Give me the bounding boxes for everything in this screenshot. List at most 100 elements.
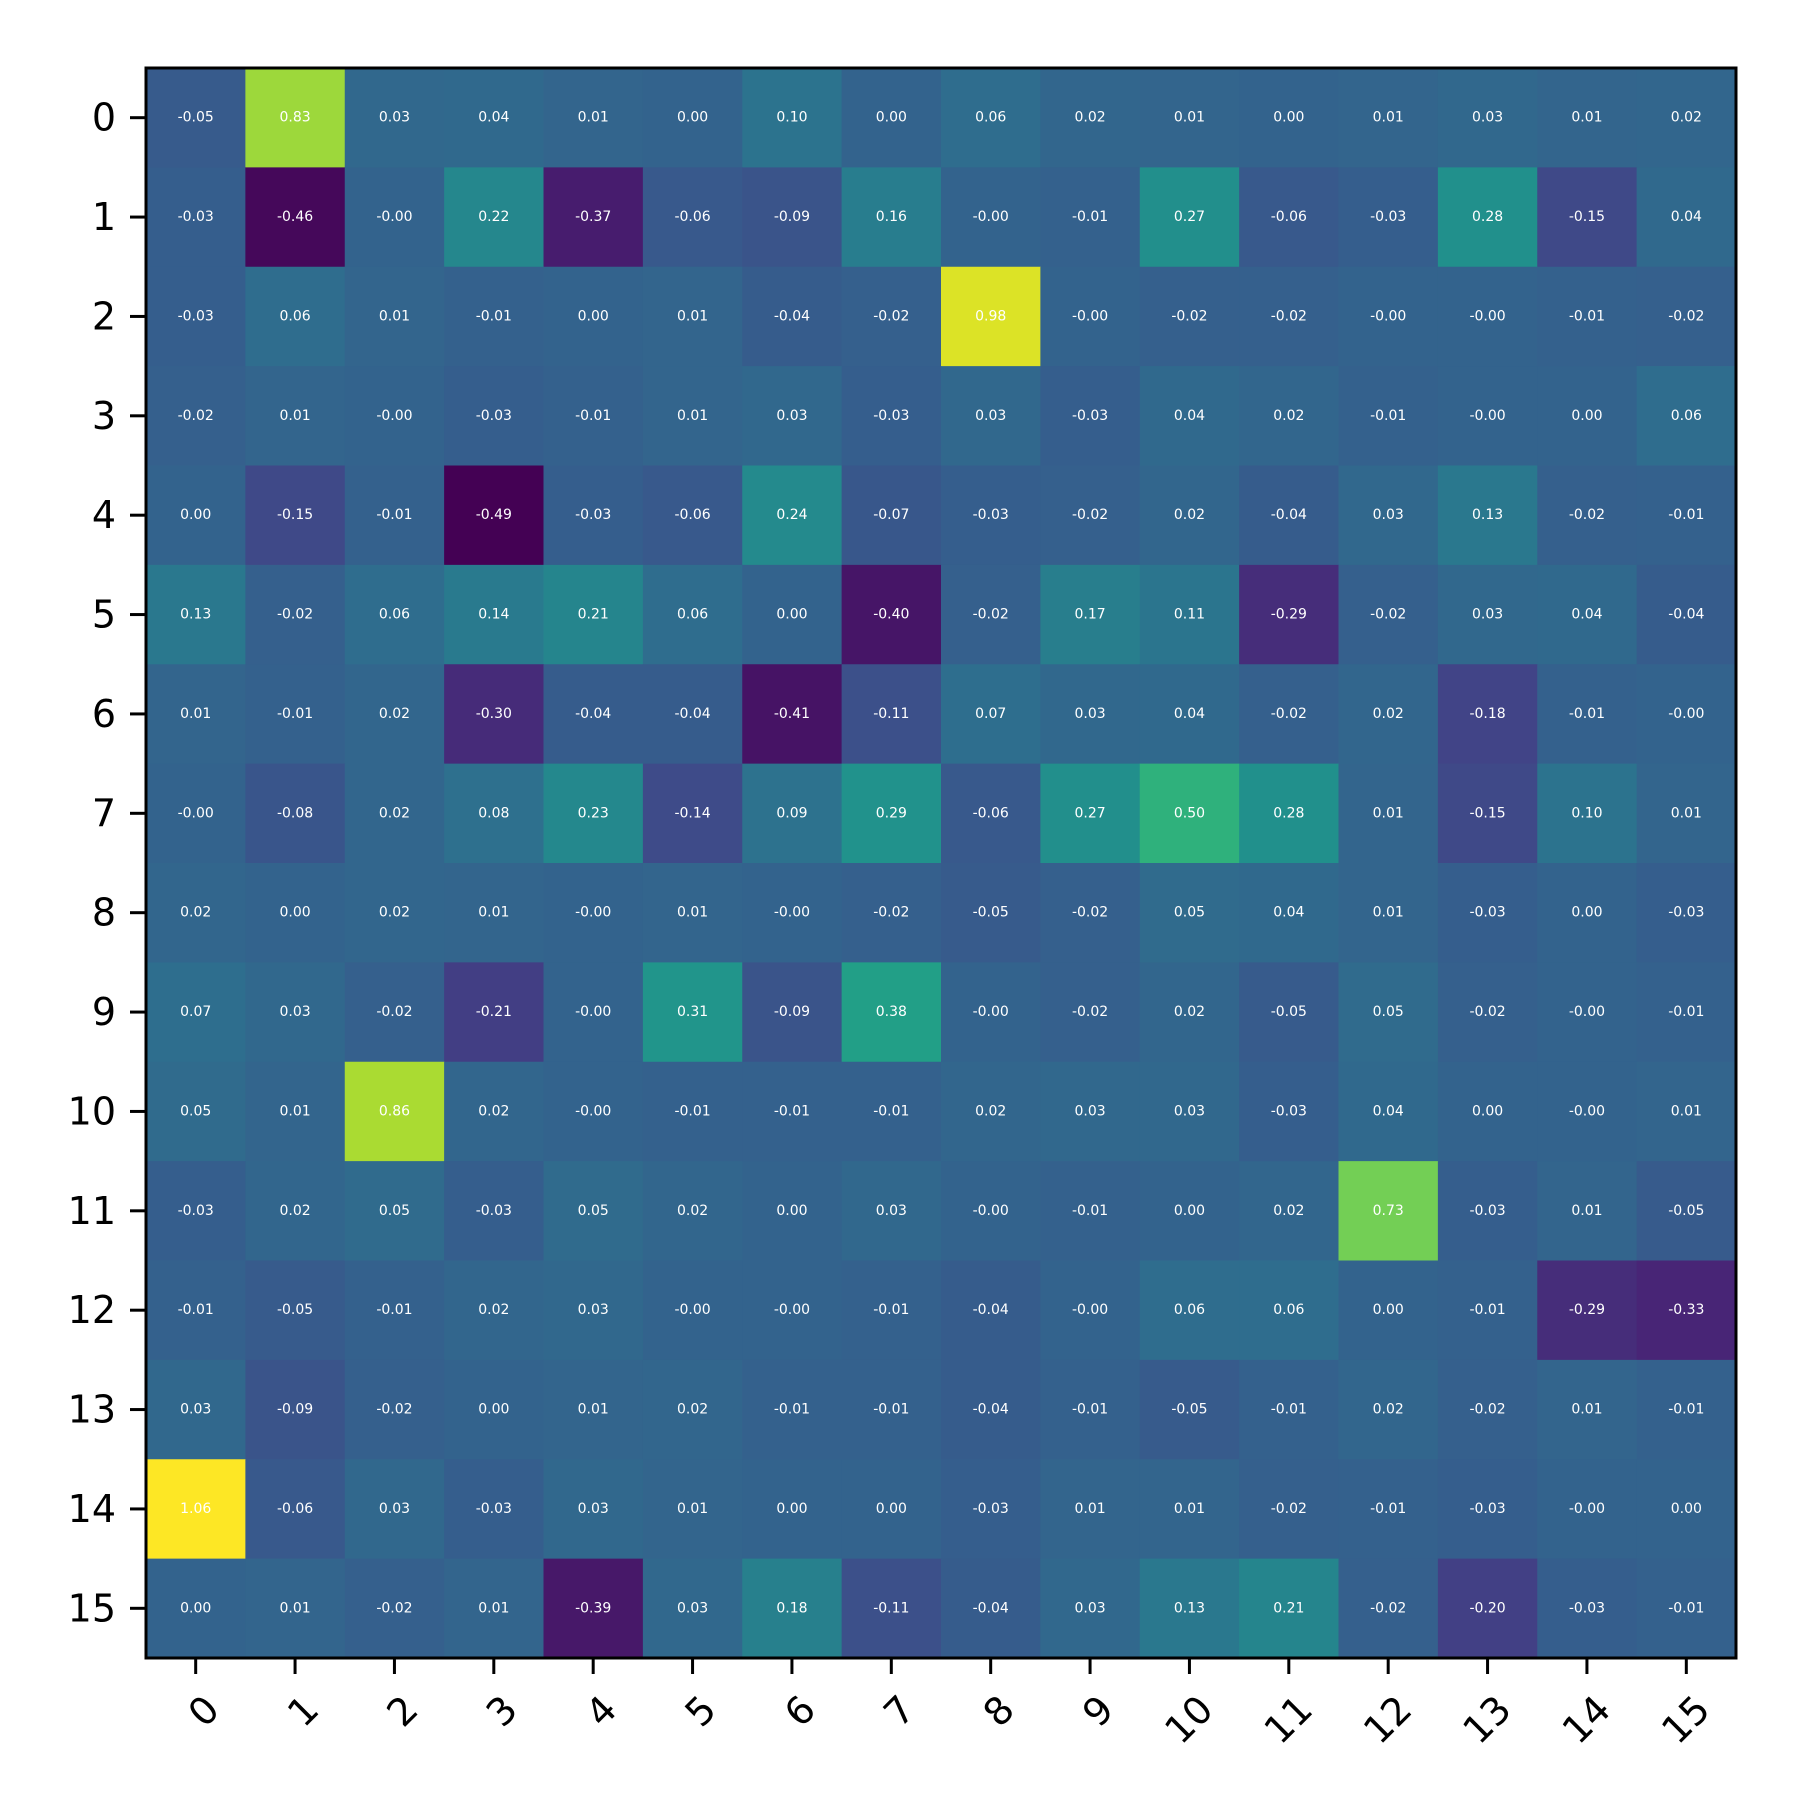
- cell-value-label-r15-c4: -0.39: [575, 1600, 611, 1616]
- heatmap-cell-r0-c3: [444, 68, 544, 168]
- heatmap-cell-r2-c7: [841, 266, 942, 367]
- heatmap-cell-r14-c4: [543, 1459, 644, 1560]
- cell-value-label-r9-c4: -0.00: [575, 1004, 611, 1020]
- cell-value-label-r8-c14: 0.00: [1571, 905, 1602, 921]
- heatmap-cell-r12-c10: [1139, 1260, 1240, 1361]
- cell-value-label-r7-c10: 0.50: [1174, 805, 1205, 821]
- heatmap-cell-r8-c4: [543, 863, 644, 963]
- cell-value-label-r9-c12: 0.05: [1373, 1004, 1404, 1020]
- heatmap-cell-r0-c7: [841, 68, 942, 168]
- heatmap-cell-r14-c12: [1338, 1459, 1439, 1560]
- cell-value-label-r13-c3: 0.00: [478, 1402, 509, 1418]
- cell-value-label-r14-c4: 0.03: [578, 1501, 609, 1517]
- heatmap-cell-r14-c0: [146, 1459, 246, 1560]
- heatmap-cell-r3-c14: [1537, 366, 1638, 466]
- cell-value-label-r8-c10: 0.05: [1174, 905, 1205, 921]
- cell-value-label-r13-c15: -0.01: [1668, 1402, 1704, 1418]
- heatmap-cell-r13-c14: [1537, 1359, 1638, 1460]
- cell-value-label-r4-c12: 0.03: [1373, 507, 1404, 523]
- heatmap-cell-r14-c5: [642, 1459, 743, 1560]
- cell-value-label-r9-c13: -0.02: [1469, 1004, 1505, 1020]
- heatmap-cell-r1-c13: [1437, 167, 1538, 268]
- cell-value-label-r9-c1: 0.03: [279, 1004, 310, 1020]
- cell-value-label-r0-c11: 0.00: [1273, 110, 1304, 126]
- cell-value-label-r11-c7: 0.03: [876, 1203, 907, 1219]
- heatmap-cell-r0-c2: [344, 68, 445, 168]
- cell-value-label-r4-c11: -0.04: [1271, 507, 1307, 523]
- heatmap-cell-r9-c5: [642, 962, 743, 1063]
- heatmap-cell-labels: -0.05 0.83 0.03 0.04 0.01 0.00 0.10 0.00 0.06 0.0…: [178, 110, 1705, 1617]
- heatmap-cell-r14-c2: [344, 1459, 445, 1560]
- cell-value-label-r13-c9: -0.01: [1072, 1402, 1108, 1418]
- cell-value-label-r0-c4: 0.01: [578, 110, 609, 126]
- heatmap-cell-r1-c2: [344, 167, 445, 268]
- heatmap-cell-r7-c9: [1040, 763, 1141, 864]
- cell-value-label-r3-c15: 0.06: [1671, 408, 1702, 424]
- cell-value-label-r10-c4: -0.00: [575, 1103, 611, 1119]
- heatmap-cell-r6-c4: [543, 664, 644, 765]
- cell-value-label-r3-c2: -0.00: [376, 408, 412, 424]
- heatmap-cell-r7-c7: [841, 763, 942, 864]
- cell-value-label-r7-c15: 0.01: [1671, 805, 1702, 821]
- cell-value-label-r14-c7: 0.00: [876, 1501, 907, 1517]
- cell-value-label-r3-c11: 0.02: [1273, 408, 1304, 424]
- cell-value-label-r12-c4: 0.03: [578, 1302, 609, 1318]
- cell-value-label-r0-c0: -0.05: [178, 110, 214, 126]
- heatmap-cell-r13-c2: [344, 1359, 445, 1460]
- cell-value-label-r1-c9: -0.01: [1072, 209, 1108, 225]
- cell-value-label-r6-c13: -0.18: [1469, 706, 1505, 722]
- cell-value-label-r13-c8: -0.04: [973, 1402, 1009, 1418]
- y-tick-label-11: 11: [68, 1189, 116, 1233]
- cell-value-label-r9-c2: -0.02: [376, 1004, 412, 1020]
- cell-value-label-r4-c5: -0.06: [674, 507, 710, 523]
- cell-value-label-r14-c11: -0.02: [1271, 1501, 1307, 1517]
- heatmap-cell-r1-c4: [543, 167, 644, 268]
- heatmap-cell-r2-c15: [1636, 266, 1737, 367]
- heatmap-cell-r12-c11: [1239, 1260, 1339, 1361]
- cell-value-label-r9-c5: 0.31: [677, 1004, 708, 1020]
- cell-value-label-r10-c6: -0.01: [774, 1103, 810, 1119]
- cell-value-label-r6-c10: 0.04: [1174, 706, 1205, 722]
- heatmap-cell-r12-c5: [642, 1260, 743, 1361]
- heatmap-cell-r5-c13: [1437, 564, 1538, 665]
- cell-value-label-r9-c0: 0.07: [180, 1004, 211, 1020]
- cell-value-label-r1-c6: -0.09: [774, 209, 810, 225]
- cell-value-label-r5-c5: 0.06: [677, 607, 708, 623]
- cell-value-label-r2-c8: 0.98: [975, 308, 1006, 324]
- heatmap-cell-r11-c12: [1338, 1161, 1439, 1261]
- cell-value-label-r10-c13: 0.00: [1472, 1103, 1503, 1119]
- heatmap-cell-r15-c6: [742, 1558, 843, 1659]
- heatmap-cell-r5-c5: [642, 564, 743, 665]
- heatmap-cell-r11-c10: [1139, 1161, 1240, 1261]
- cell-value-label-r15-c11: 0.21: [1273, 1600, 1304, 1616]
- heatmap-cell-r1-c12: [1338, 167, 1439, 268]
- cell-value-label-r14-c1: -0.06: [277, 1501, 313, 1517]
- cell-value-label-r5-c8: -0.02: [973, 607, 1009, 623]
- heatmap-cell-r8-c8: [941, 863, 1041, 963]
- heatmap-cell-r14-c15: [1636, 1459, 1737, 1560]
- heatmap-cell-r14-c11: [1239, 1459, 1339, 1560]
- heatmap-cell-r9-c0: [146, 962, 246, 1063]
- cell-value-label-r12-c15: -0.33: [1668, 1302, 1704, 1318]
- heatmap-cell-r6-c10: [1139, 664, 1240, 765]
- cell-value-label-r15-c7: -0.11: [873, 1600, 909, 1616]
- cell-value-label-r11-c15: -0.05: [1668, 1203, 1704, 1219]
- heatmap-cell-r11-c8: [941, 1161, 1041, 1261]
- heatmap-cell-r4-c0: [146, 465, 246, 566]
- cell-value-label-r3-c12: -0.01: [1370, 408, 1406, 424]
- heatmap-cell-r7-c15: [1636, 763, 1737, 864]
- heatmap-cell-r10-c2: [344, 1061, 445, 1162]
- cell-value-label-r12-c9: -0.00: [1072, 1302, 1108, 1318]
- heatmap-cell-r6-c6: [742, 664, 843, 765]
- heatmap-cell-r4-c2: [344, 465, 445, 566]
- heatmap-cell-r3-c3: [444, 366, 544, 466]
- cell-value-label-r15-c9: 0.03: [1074, 1600, 1105, 1616]
- cell-value-label-r5-c7: -0.40: [873, 607, 909, 623]
- cell-value-label-r6-c9: 0.03: [1074, 706, 1105, 722]
- heatmap-cell-r10-c9: [1040, 1061, 1141, 1162]
- cell-value-label-r10-c10: 0.03: [1174, 1103, 1205, 1119]
- cell-value-label-r14-c0: 1.06: [180, 1501, 211, 1517]
- cell-value-label-r1-c4: -0.37: [575, 209, 611, 225]
- heatmap-cell-r15-c1: [245, 1558, 346, 1659]
